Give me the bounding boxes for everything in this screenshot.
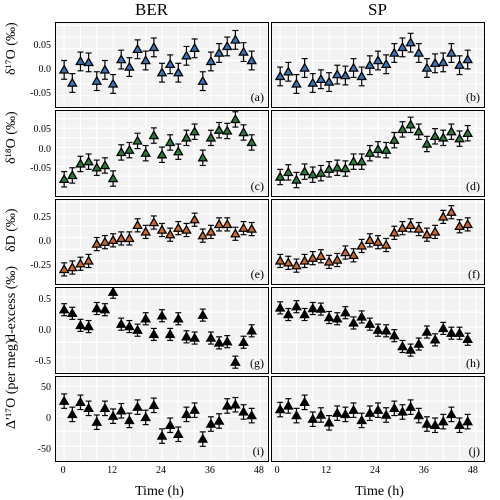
panel-j: (j) [271,376,485,462]
xtick: 0 [53,465,73,476]
xtick: 36 [414,465,434,476]
ytick: 0.0 [16,64,51,75]
panel-label-h: (h) [466,356,480,371]
ytick: -0.05 [16,88,51,99]
ytick: -0.5 [16,356,51,367]
ytick: 0 [16,413,51,424]
panel-label-d: (d) [466,179,480,194]
ytick: 50 [16,382,51,393]
panel-label-a: (a) [251,90,264,105]
panel-label-i: (i) [253,444,264,459]
xtick: 48 [463,465,483,476]
panel-d: (d) [271,110,485,196]
panel-label-e: (e) [251,267,264,282]
ytick: -0.25 [16,260,51,271]
xlabel-ber: Time (h) [135,484,184,500]
xtick: 24 [151,465,171,476]
ytick: -50 [16,444,51,455]
panel-grid: (a) (b) (c) (d) (e) (f) (g) (h) (i) (j) [55,22,485,462]
panel-f: (f) [271,199,485,285]
ytick: 0.0 [16,236,51,247]
ytick: 0.05 [16,40,51,51]
panel-h: (h) [271,287,485,373]
panel-label-b: (b) [466,90,480,105]
ytick: 0.0 [16,325,51,336]
xtick: 12 [102,465,122,476]
col-title-ber: BER [135,0,168,20]
panel-label-j: (j) [469,444,480,459]
panel-label-g: (g) [250,356,264,371]
panel-c: (c) [55,110,269,196]
ytick: 0.0 [16,144,51,155]
panel-label-f: (f) [468,267,480,282]
panel-g: (g) [55,287,269,373]
panel-a: (a) [55,22,269,108]
ytick: -0.05 [16,163,51,174]
ytick: 0.25 [16,212,51,223]
panel-b: (b) [271,22,485,108]
xtick: 48 [249,465,269,476]
panel-i: (i) [55,376,269,462]
xlabel-sp: Time (h) [355,484,404,500]
xtick: 12 [316,465,336,476]
panel-label-c: (c) [251,179,264,194]
xtick: 36 [200,465,220,476]
panel-e: (e) [55,199,269,285]
col-title-sp: SP [368,0,387,20]
ytick: 0.05 [16,124,51,135]
ytick: 0.5 [16,294,51,305]
xtick: 24 [365,465,385,476]
xtick: 0 [267,465,287,476]
